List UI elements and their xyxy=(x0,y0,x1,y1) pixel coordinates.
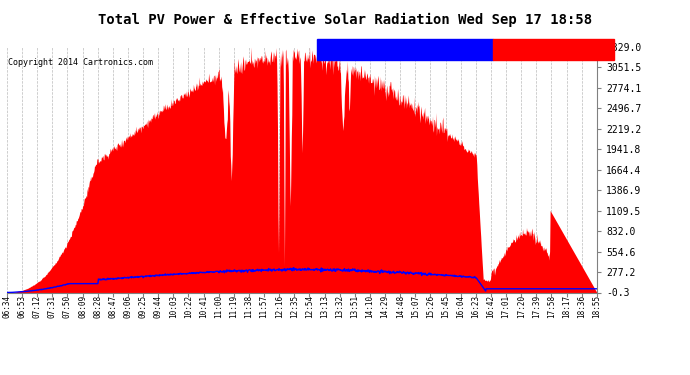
Text: 17:39: 17:39 xyxy=(532,295,541,318)
Text: 17:58: 17:58 xyxy=(547,295,556,318)
Text: 15:26: 15:26 xyxy=(426,295,435,318)
Text: 15:45: 15:45 xyxy=(441,295,450,318)
Text: 13:32: 13:32 xyxy=(335,295,344,318)
Text: 07:31: 07:31 xyxy=(48,295,57,318)
Text: 07:12: 07:12 xyxy=(32,295,41,318)
Text: 18:17: 18:17 xyxy=(562,295,571,318)
Text: 16:42: 16:42 xyxy=(486,295,495,318)
Text: 08:28: 08:28 xyxy=(93,295,102,318)
Text: 09:25: 09:25 xyxy=(139,295,148,318)
Text: 14:29: 14:29 xyxy=(381,295,390,318)
Text: 09:06: 09:06 xyxy=(124,295,132,318)
Text: 09:44: 09:44 xyxy=(154,295,163,318)
Text: Total PV Power & Effective Solar Radiation Wed Sep 17 18:58: Total PV Power & Effective Solar Radiati… xyxy=(98,13,592,27)
Text: 13:13: 13:13 xyxy=(320,295,329,318)
Text: 16:23: 16:23 xyxy=(471,295,480,318)
Text: Copyright 2014 Cartronics.com: Copyright 2014 Cartronics.com xyxy=(8,58,153,67)
Text: 11:00: 11:00 xyxy=(214,295,223,318)
Text: 08:09: 08:09 xyxy=(78,295,87,318)
Text: 12:16: 12:16 xyxy=(275,295,284,318)
Text: 12:35: 12:35 xyxy=(290,295,299,318)
Text: 06:53: 06:53 xyxy=(17,295,26,318)
Text: 08:47: 08:47 xyxy=(108,295,117,318)
Text: 10:03: 10:03 xyxy=(169,295,178,318)
Text: 17:01: 17:01 xyxy=(502,295,511,318)
Text: 15:07: 15:07 xyxy=(411,295,420,318)
Text: 11:38: 11:38 xyxy=(244,295,253,318)
Text: Radiation (Effective W/m2): Radiation (Effective W/m2) xyxy=(335,45,475,54)
Text: 11:57: 11:57 xyxy=(259,295,268,318)
Text: 17:20: 17:20 xyxy=(517,295,526,318)
Text: 10:22: 10:22 xyxy=(184,295,193,318)
Text: 18:55: 18:55 xyxy=(592,295,602,318)
Text: PV Panels (DC Watts): PV Panels (DC Watts) xyxy=(500,45,607,54)
Text: 12:54: 12:54 xyxy=(305,295,314,318)
Text: 07:50: 07:50 xyxy=(63,295,72,318)
Text: 18:36: 18:36 xyxy=(578,295,586,318)
Text: 14:48: 14:48 xyxy=(395,295,405,318)
Text: 14:10: 14:10 xyxy=(366,295,375,318)
Text: 10:41: 10:41 xyxy=(199,295,208,318)
Text: 13:51: 13:51 xyxy=(351,295,359,318)
Text: 06:34: 06:34 xyxy=(2,295,12,318)
Text: 16:04: 16:04 xyxy=(456,295,465,318)
Text: 11:19: 11:19 xyxy=(229,295,238,318)
